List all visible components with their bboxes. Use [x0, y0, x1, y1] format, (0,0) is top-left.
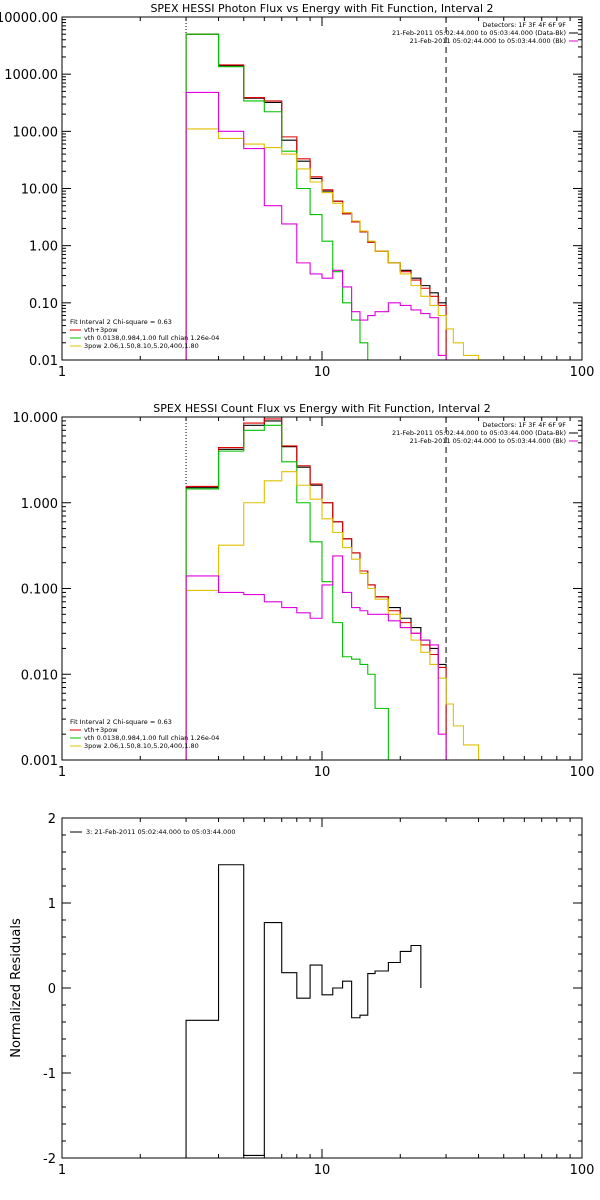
series-line-5	[185, 91, 447, 360]
series-group	[185, 418, 480, 760]
top-legend-item: 21-Feb-2011 05:02:44.000 to 05:03:44.000…	[392, 29, 566, 37]
y-tick-label: 0.010	[21, 668, 58, 683]
series-line-3	[185, 33, 376, 360]
y-tick-label: 10000.00	[0, 11, 58, 26]
y-axis-label: Normalized Residuals	[9, 918, 24, 1058]
y-tick-label: 0.001	[21, 754, 58, 769]
bottom-legend-item: vth 0.0138,0.984,1.00 full chian 1.26e-0…	[84, 334, 219, 342]
y-tick-label: 1.000	[21, 497, 58, 512]
y-tick-label: 0	[48, 982, 56, 997]
chart-panel-3: 1 10 100 -2 -1 0 1 2 Normalized Residuals 3: 21-F…	[9, 812, 594, 1178]
bottom-legend-item: vth 0.0138,0.984,1.00 full chian 1.26e-0…	[84, 734, 219, 742]
y-tick-label: 100.00	[13, 125, 59, 140]
series-line-4	[185, 471, 480, 760]
bottom-legend-item: Fit Interval 2 Chi-square = 0.63	[70, 318, 172, 326]
bottom-legend-item: vth+3pow	[84, 726, 118, 734]
x-tick-label: 1	[58, 1163, 66, 1178]
x-tick-label: 100	[570, 765, 595, 780]
top-legend-item: 21-Feb-2011 05:02:44.000 to 05:03:44.000…	[392, 429, 566, 437]
series-line-1	[185, 420, 447, 760]
x-tick-label: 100	[570, 1163, 595, 1178]
y-tick-label: -2	[43, 1152, 56, 1167]
plot-frame	[61, 16, 583, 361]
bottom-legend-item: 3pow 2.06,1.50,8.10,5.20,400,1.80	[84, 342, 199, 350]
chart-panel-2: SPEX HESSI Count Flux vs Energy with Fit…	[13, 402, 595, 780]
legend-item: 3: 21-Feb-2011 05:02:44.000 to 05:03:44.…	[86, 828, 235, 836]
bottom-legend-item: Fit Interval 2 Chi-square = 0.63	[70, 718, 172, 726]
top-legend-item: Detectors: 1F 3F 4F 6F 9F	[482, 421, 566, 429]
series-line-5	[185, 555, 447, 760]
top-legend-item: 21-Feb-2011 05:02:44.000 to 05:03:44.000…	[410, 37, 566, 45]
series-line-1	[185, 33, 447, 360]
x-tick-label: 10	[314, 1163, 331, 1178]
x-tick-label: 1	[58, 765, 66, 780]
y-tick-label: 10.000	[13, 411, 59, 426]
y-tick-label: -1	[43, 1067, 56, 1082]
y-tick-label: 1000.00	[4, 68, 58, 83]
series-line-3	[185, 424, 401, 760]
x-tick-label: 100	[570, 365, 595, 380]
y-tick-label: 1.00	[29, 240, 58, 255]
x-tick-label: 10	[314, 365, 331, 380]
y-tick-label: 0.01	[29, 354, 58, 369]
chart-title: SPEX HESSI Photon Flux vs Energy with Fi…	[150, 2, 493, 15]
series-line-2	[185, 33, 447, 360]
top-legend-item: 21-Feb-2011 05:02:44.000 to 05:03:44.000…	[410, 437, 566, 445]
plot-frame	[61, 817, 583, 1159]
series-line-4	[185, 128, 480, 360]
series-line-1	[185, 864, 422, 1158]
chart-title: SPEX HESSI Count Flux vs Energy with Fit…	[153, 402, 490, 415]
y-tick-label: 1	[48, 897, 56, 912]
plot-frame	[61, 416, 583, 761]
y-tick-label: 0.10	[29, 297, 58, 312]
bottom-legend-item: vth+3pow	[84, 326, 118, 334]
y-tick-label: 0.100	[21, 583, 58, 598]
bottom-legend-item: 3pow 2.06,1.50,8.10,5.20,400,1.80	[84, 742, 199, 750]
x-tick-label: 1	[58, 365, 66, 380]
series-group	[185, 864, 422, 1158]
y-tick-label: 2	[48, 812, 56, 827]
y-tick-label: 10.00	[21, 183, 58, 198]
x-tick-label: 10	[314, 765, 331, 780]
series-group	[185, 33, 480, 360]
chart-panel-1: SPEX HESSI Photon Flux vs Energy with Fi…	[0, 2, 594, 380]
top-legend-item: Detectors: 1F 3F 4F 6F 9F	[482, 21, 566, 29]
series-line-2	[185, 418, 447, 760]
